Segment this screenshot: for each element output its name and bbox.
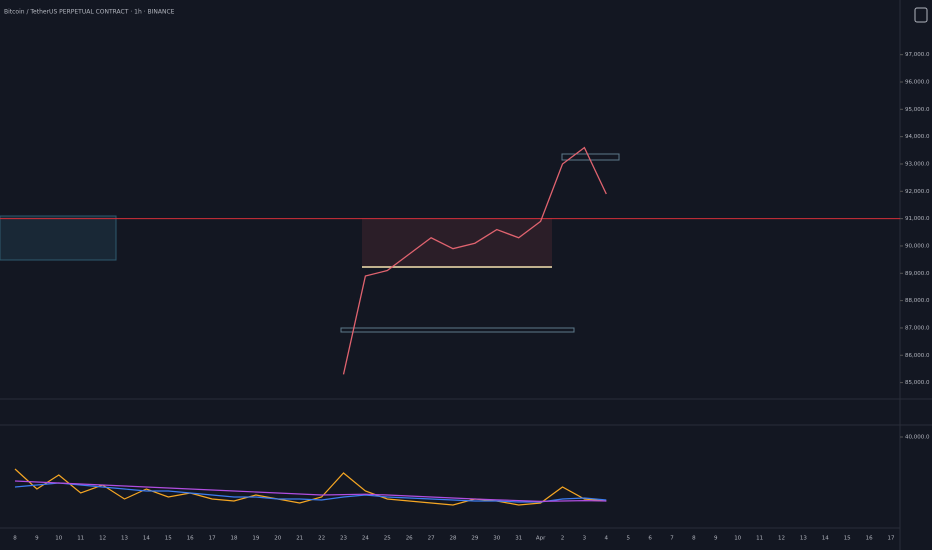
x-tick-label: 9	[714, 536, 718, 542]
y-tick-label: 88,000.0	[905, 298, 930, 304]
y-tick-label: 95,000.0	[905, 107, 930, 113]
chart-title: Bitcoin / TetherUS PERPETUAL CONTRACT · …	[4, 9, 175, 16]
x-tick-label: 17	[209, 536, 216, 542]
y-tick-label: 97,000.0	[905, 52, 930, 58]
x-tick-label: 18	[231, 536, 238, 542]
x-tick-label: 2	[561, 536, 565, 542]
x-tick-label: 19	[252, 536, 259, 542]
x-tick-label: 6	[648, 536, 652, 542]
x-tick-label: 14	[822, 536, 829, 542]
y-tick-label: 87,000.0	[905, 325, 930, 331]
x-tick-label: 15	[165, 536, 172, 542]
y-tick-label: 96,000.0	[905, 79, 930, 85]
x-tick-label: 7	[670, 536, 674, 542]
x-tick-label: 11	[756, 536, 763, 542]
x-tick-label: 8	[13, 536, 17, 542]
x-tick-label: 9	[35, 536, 39, 542]
currency-button[interactable]	[914, 7, 928, 23]
x-tick-label: 15	[844, 536, 851, 542]
x-tick-label: 17	[888, 536, 895, 542]
x-tick-label: 12	[99, 536, 106, 542]
x-tick-label: 25	[384, 536, 391, 542]
y-tick-label: 93,000.0	[905, 161, 930, 167]
series-line	[14, 480, 607, 503]
y-tick-label: 40,000.0	[905, 435, 930, 441]
x-tick-label: 27	[428, 536, 435, 542]
y-tick-label: 86,000.0	[905, 353, 930, 359]
series-line	[342, 146, 607, 375]
y-tick-label: 90,000.0	[905, 243, 930, 249]
x-tick-label: 14	[143, 536, 150, 542]
x-tick-label: 8	[692, 536, 696, 542]
x-tick-label: 30	[493, 536, 500, 542]
x-tick-label: 10	[734, 536, 741, 542]
zone-box	[0, 215, 117, 261]
x-tick-label: 3	[583, 536, 587, 542]
x-tick-label: 26	[406, 536, 413, 542]
y-tick-label: 92,000.0	[905, 189, 930, 195]
x-tick-label: 16	[187, 536, 194, 542]
y-tick-label: 91,000.0	[905, 216, 930, 222]
x-tick-label: 10	[55, 536, 62, 542]
x-tick-label: 23	[340, 536, 347, 542]
y-tick-label: 94,000.0	[905, 134, 930, 140]
x-tick-label: 29	[471, 536, 478, 542]
x-tick-label: 13	[800, 536, 807, 542]
x-tick-label: 11	[77, 536, 84, 542]
x-tick-label: 16	[866, 536, 873, 542]
x-tick-label: 28	[450, 536, 457, 542]
y-tick-label: 89,000.0	[905, 271, 930, 277]
x-tick-label: 24	[362, 536, 369, 542]
x-tick-label: 21	[296, 536, 303, 542]
x-tick-label: 20	[274, 536, 281, 542]
series-line	[14, 482, 607, 503]
range-box	[362, 218, 552, 268]
y-tick-label: 85,000.0	[905, 380, 930, 386]
x-tick-label: 12	[778, 536, 785, 542]
x-tick-label: 5	[626, 536, 630, 542]
level-box	[340, 327, 575, 333]
x-tick-label: 13	[121, 536, 128, 542]
x-tick-label: Apr	[536, 536, 546, 542]
x-tick-label: 31	[515, 536, 522, 542]
x-tick-label: 4	[605, 536, 609, 542]
x-tick-label: 22	[318, 536, 325, 542]
